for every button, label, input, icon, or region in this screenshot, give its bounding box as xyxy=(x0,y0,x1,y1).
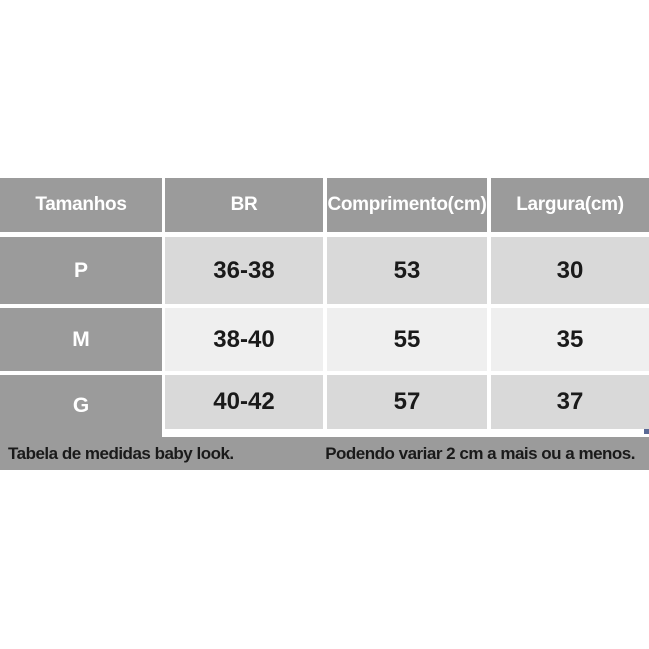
size-cell-m: M xyxy=(0,308,162,371)
largura-cell-m: 35 xyxy=(491,308,649,371)
largura-cell-p: 30 xyxy=(491,237,649,304)
tolerance-note: Podendo variar 2 cm a mais ou a menos. xyxy=(325,443,635,463)
br-cell-g: 40-42 xyxy=(165,375,323,429)
header-cell-comprimento: Comprimento(cm) xyxy=(327,178,487,232)
header-cell-largura: Largura(cm) xyxy=(491,178,649,232)
br-cell-p: 36-38 xyxy=(165,237,323,304)
header-cell-tamanhos: Tamanhos xyxy=(0,178,162,232)
comprimento-cell-g: 57 xyxy=(327,375,487,429)
br-cell-m: 38-40 xyxy=(165,308,323,371)
comprimento-cell-m: 55 xyxy=(327,308,487,371)
size-cell-g: G xyxy=(0,375,162,437)
size-cell-p: P xyxy=(0,237,162,304)
header-cell-br: BR xyxy=(165,178,323,232)
fill-handle-icon xyxy=(644,429,649,434)
caption-bar: Tabela de medidas baby look. Podendo var… xyxy=(0,437,649,470)
comprimento-cell-p: 53 xyxy=(327,237,487,304)
table-caption: Tabela de medidas baby look. xyxy=(8,443,234,463)
largura-cell-g: 37 xyxy=(491,375,649,429)
